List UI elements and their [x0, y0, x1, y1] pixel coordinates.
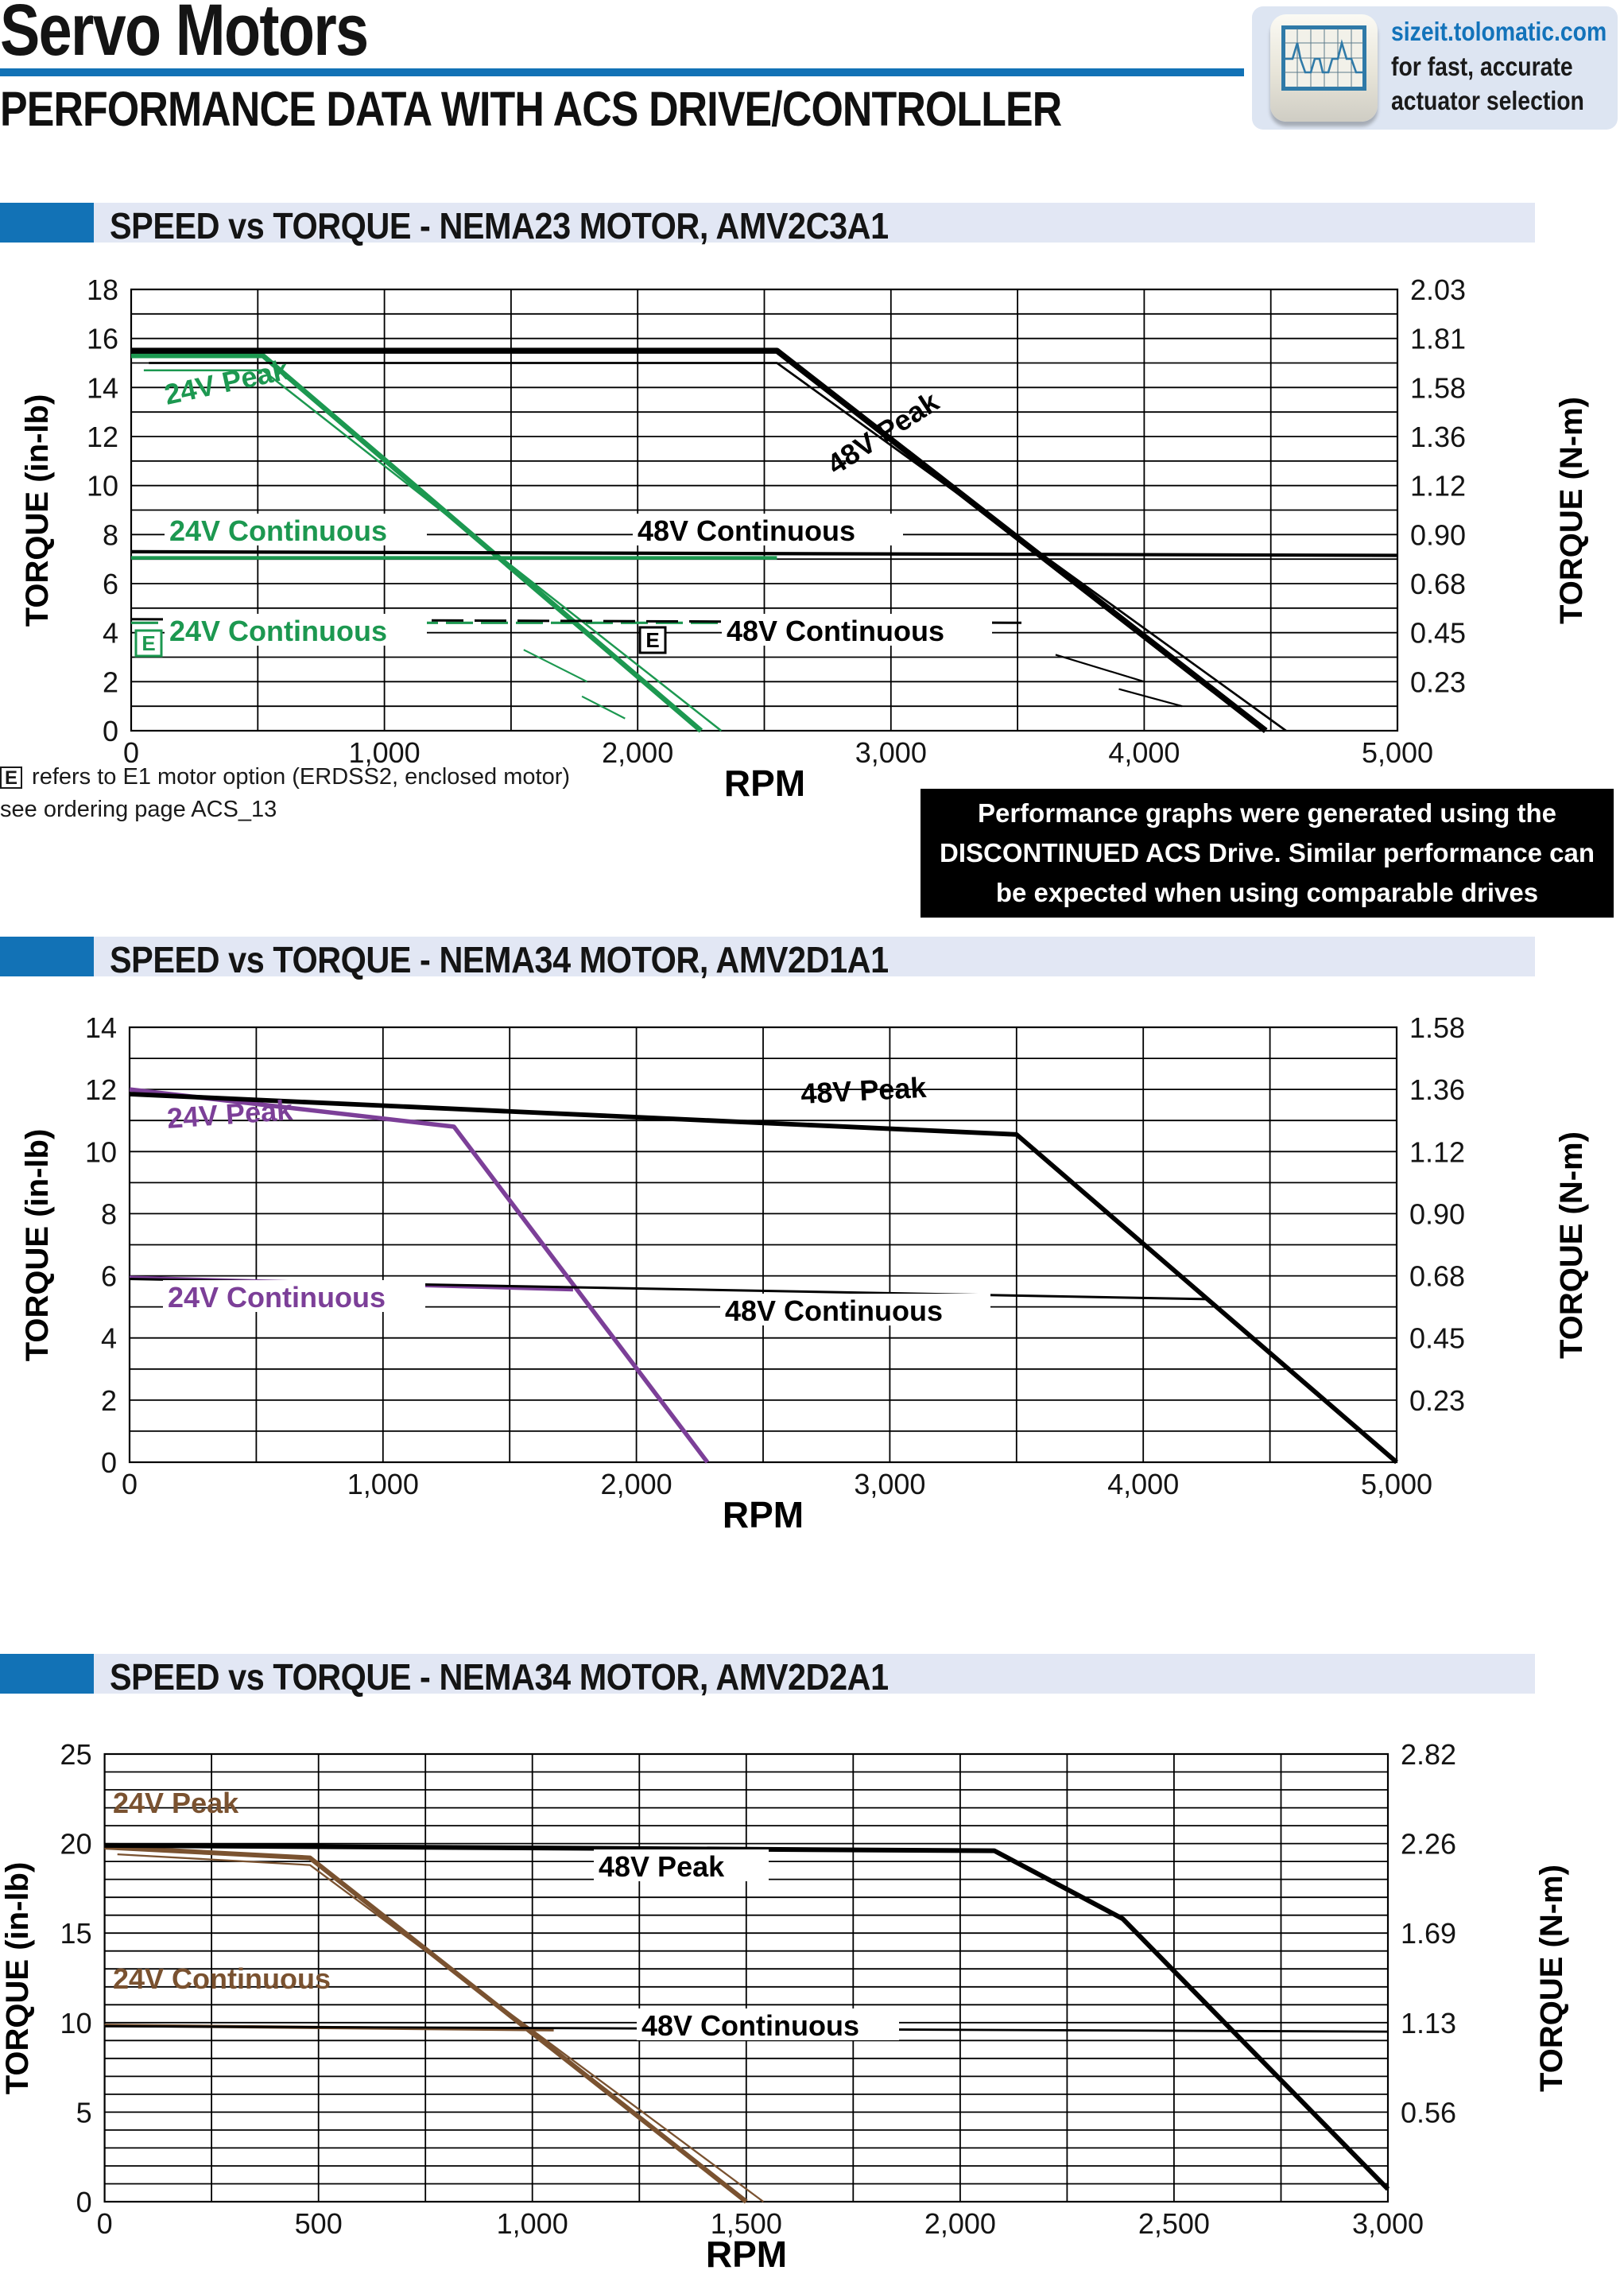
svg-text:TORQUE (in-lb): TORQUE (in-lb)	[0, 1862, 35, 2095]
svg-text:48V Peak: 48V Peak	[599, 1850, 725, 1883]
svg-text:1.69: 1.69	[1401, 1917, 1456, 1950]
svg-text:25: 25	[60, 1738, 92, 1771]
svg-text:2.26: 2.26	[1401, 1828, 1456, 1861]
svg-text:1.13: 1.13	[1401, 2007, 1456, 2039]
svg-text:2,500: 2,500	[1138, 2207, 1210, 2240]
svg-text:0: 0	[76, 2186, 92, 2218]
svg-text:0: 0	[97, 2207, 113, 2240]
svg-text:10: 10	[60, 2007, 92, 2039]
svg-text:TORQUE (N-m): TORQUE (N-m)	[1534, 1865, 1569, 2092]
svg-text:24V Peak: 24V Peak	[113, 1787, 239, 1819]
svg-text:15: 15	[60, 1917, 92, 1950]
svg-text:0.56: 0.56	[1401, 2096, 1456, 2129]
svg-text:2,000: 2,000	[924, 2207, 996, 2240]
svg-text:1,000: 1,000	[497, 2207, 568, 2240]
svg-text:48V Continuous: 48V Continuous	[641, 2009, 859, 2042]
svg-text:3,000: 3,000	[1352, 2207, 1424, 2240]
svg-text:20: 20	[60, 1828, 92, 1861]
svg-text:RPM: RPM	[706, 2233, 787, 2275]
svg-text:2.82: 2.82	[1401, 1738, 1456, 1771]
svg-text:5: 5	[76, 2096, 92, 2129]
svg-text:24V Continuous: 24V Continuous	[113, 1962, 331, 1995]
svg-text:500: 500	[295, 2207, 343, 2240]
